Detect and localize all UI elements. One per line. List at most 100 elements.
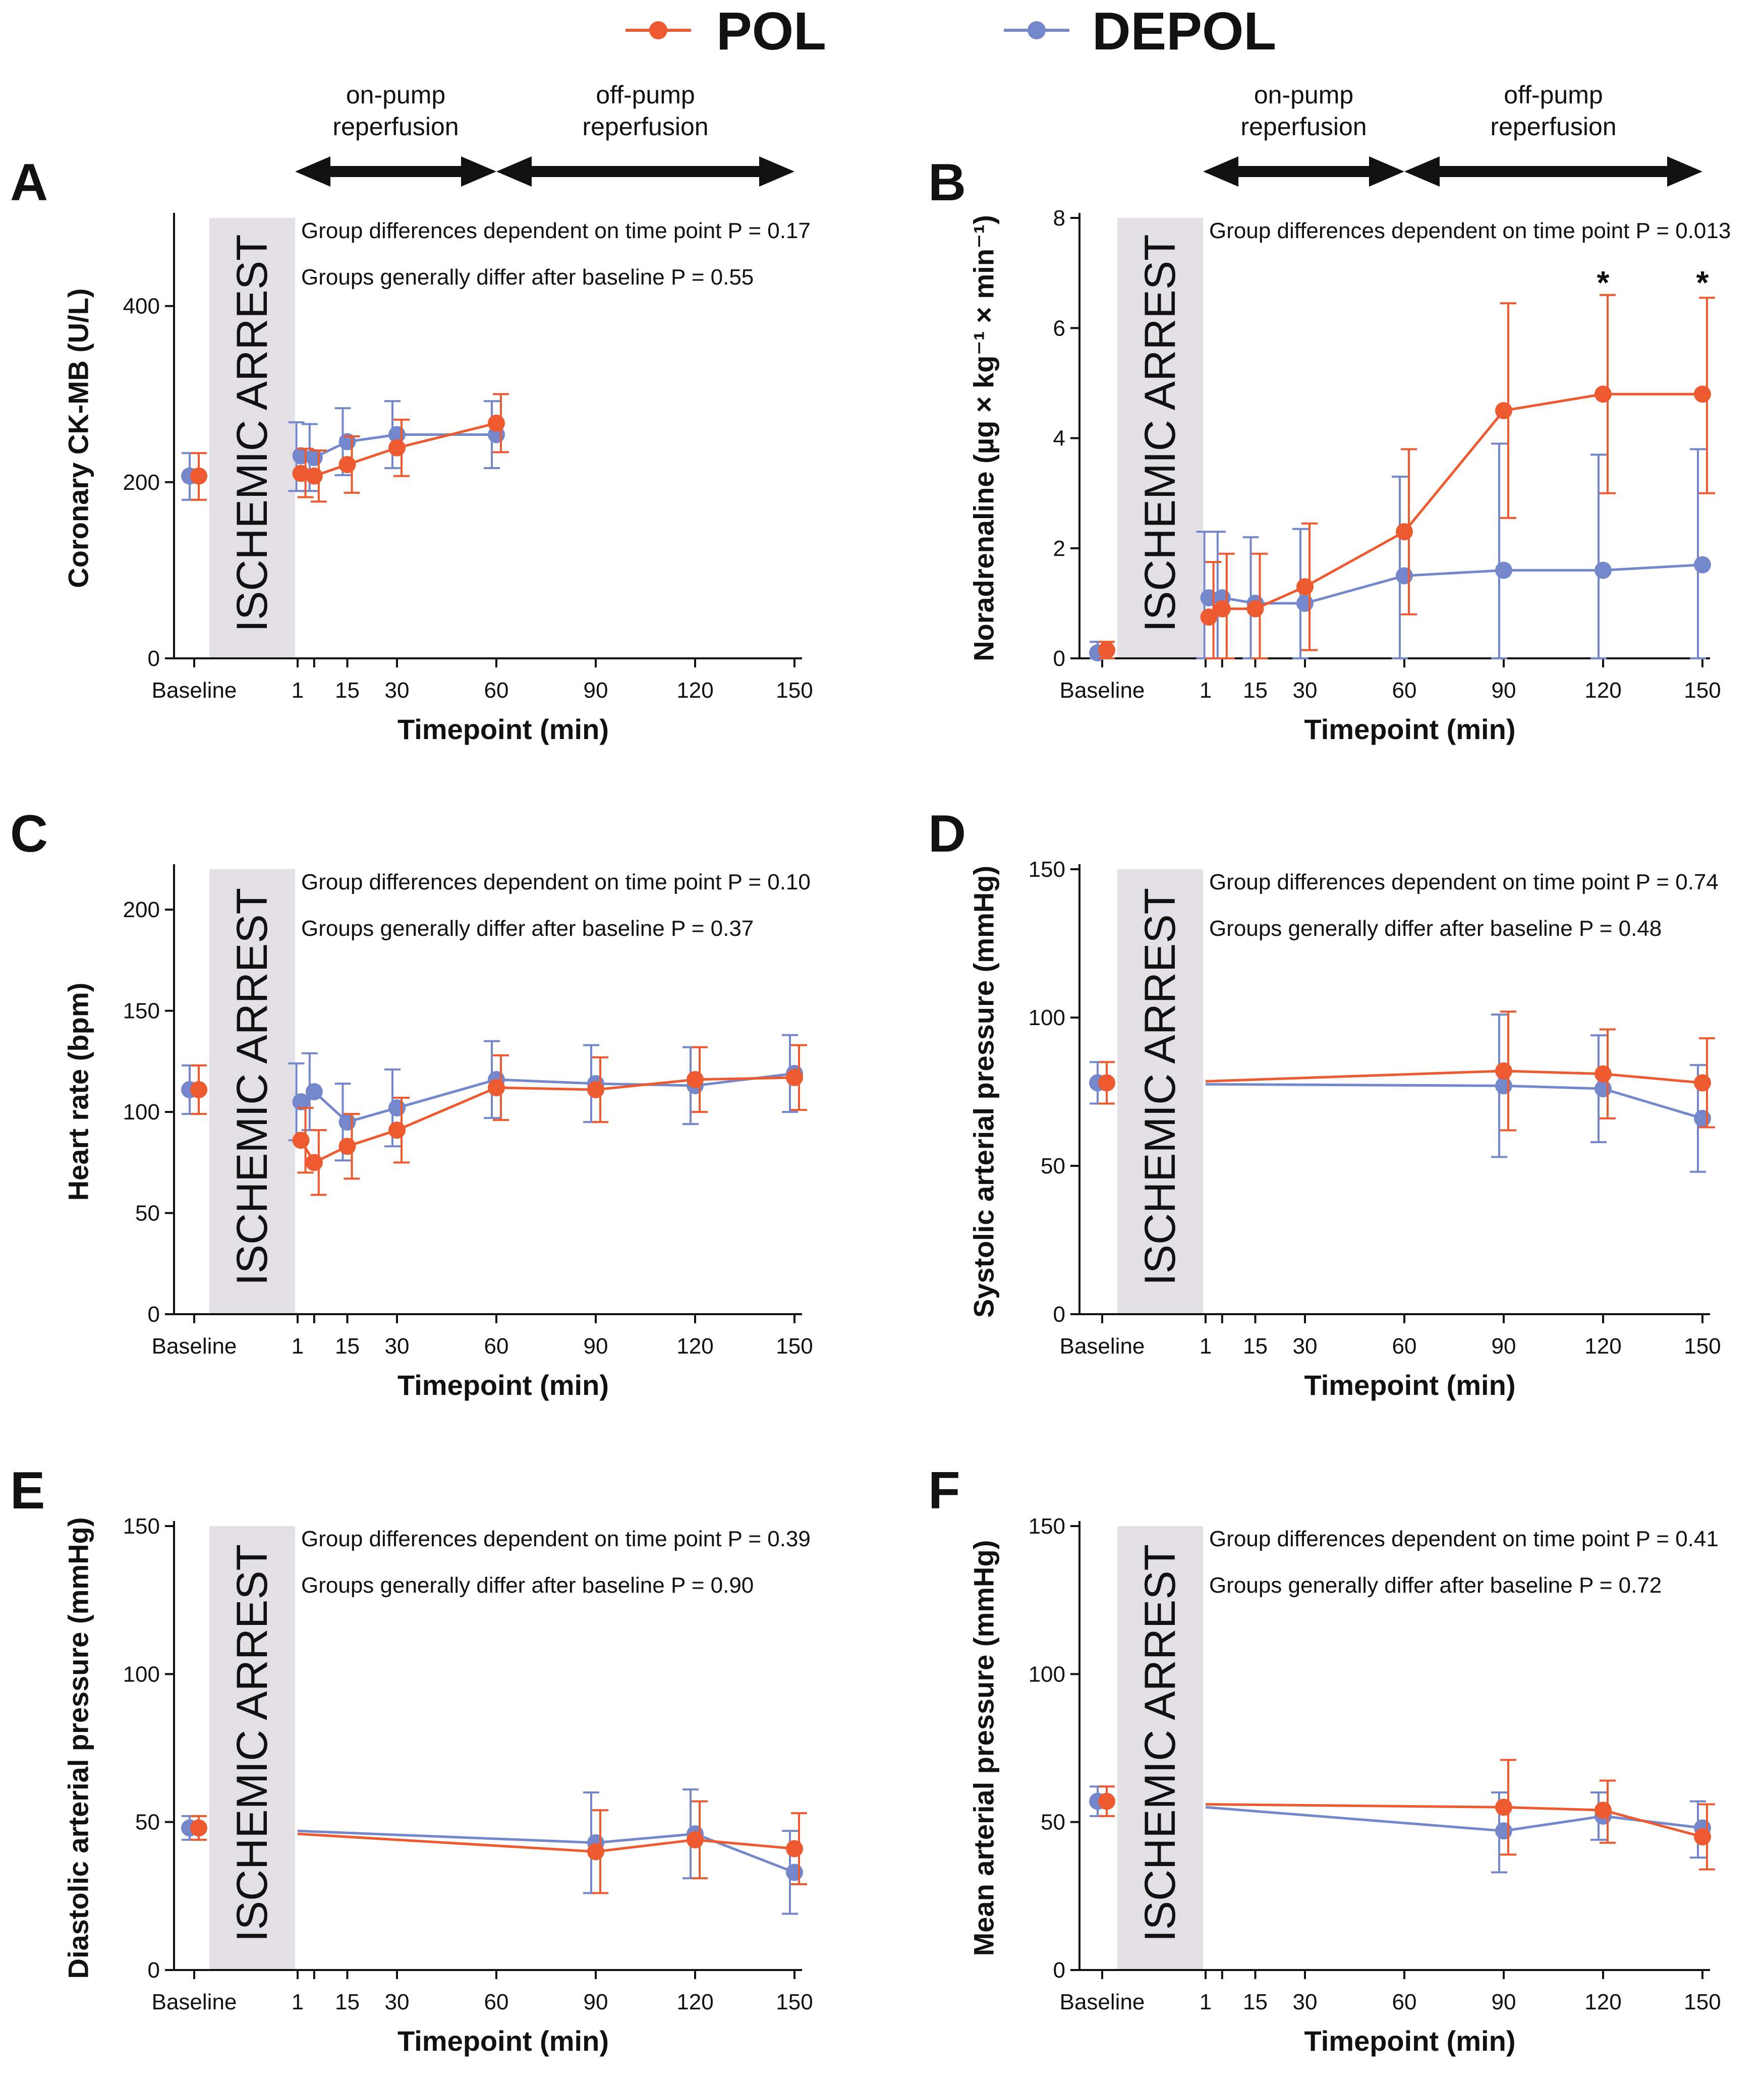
- y-tick-label: 50: [135, 1810, 160, 1835]
- data-point: [1595, 561, 1612, 579]
- data-point: [1098, 1074, 1115, 1092]
- data-point: [1246, 600, 1264, 617]
- x-tick-label: 90: [1492, 1334, 1516, 1359]
- ischemic-arrest-label: ISCHEMIC ARREST: [228, 888, 276, 1285]
- data-point: [1595, 1065, 1612, 1083]
- y-axis-title: Diastolic arterial pressure (mmHg): [63, 1517, 94, 1979]
- data-point: [190, 1081, 207, 1098]
- x-tick-label: 1: [1200, 678, 1212, 703]
- y-axis-title: Coronary CK-MB (U/L): [63, 288, 94, 588]
- y-tick-label: 400: [123, 294, 160, 319]
- x-axis-title: Timepoint (min): [397, 713, 609, 745]
- x-axis-title: Timepoint (min): [397, 1369, 609, 1401]
- series-line: [1205, 1070, 1703, 1084]
- panel-letter: A: [10, 153, 48, 212]
- series-line: [300, 1072, 795, 1123]
- ischemic-arrest-label: ISCHEMIC ARREST: [228, 234, 276, 632]
- chart-panels: A ISCHEMIC ARREST 0 200 400 Baseline 1 15 30 60 90…: [10, 81, 1731, 2057]
- y-tick-label: 150: [1029, 857, 1065, 882]
- y-tick-label: 0: [1053, 1958, 1065, 1983]
- data-point: [1495, 1822, 1512, 1840]
- data-point: [292, 1093, 310, 1111]
- data-point: [687, 1071, 704, 1088]
- legend-depol-marker: [1028, 21, 1046, 39]
- x-tick-label: 1: [1200, 1990, 1212, 2014]
- ischemic-arrest-label: ISCHEMIC ARREST: [1136, 888, 1184, 1285]
- off-pump-label: reperfusion: [1490, 113, 1616, 141]
- x-tick-label: 150: [1684, 1334, 1721, 1359]
- x-axis-title: Timepoint (min): [1304, 1369, 1516, 1401]
- stat-text: Groups generally differ after baseline P…: [301, 916, 754, 941]
- data-point: [1595, 385, 1612, 403]
- data-point: [1694, 556, 1711, 574]
- y-axis-title: Mean arterial pressure (mmHg): [968, 1540, 1000, 1956]
- on-pump-arrow: [1203, 156, 1404, 187]
- series-pol: [190, 393, 509, 503]
- series-line: [297, 1832, 795, 1853]
- y-tick-label: 200: [123, 897, 160, 922]
- legend-pol-label: POL: [716, 2, 826, 61]
- x-tick-label: 120: [1584, 1990, 1621, 2014]
- y-axis-title: Heart rate (bpm): [63, 983, 94, 1201]
- ischemic-arrest-band: [209, 869, 295, 1314]
- y-tick-label: 50: [135, 1201, 160, 1226]
- y-tick-label: 100: [1029, 1005, 1065, 1030]
- phase-annotation: on-pump reperfusion off-pump reperfusion: [295, 81, 794, 187]
- data-point: [338, 456, 356, 473]
- data-point: [786, 1840, 803, 1858]
- data-point: [1495, 1062, 1512, 1080]
- series-line: [1205, 1806, 1703, 1832]
- stat-text: Group differences dependent on time poin…: [301, 218, 811, 243]
- series-pol: [1098, 1759, 1715, 1871]
- data-point: [1296, 594, 1314, 612]
- x-tick-label: Baseline: [1060, 1990, 1145, 2014]
- x-tick-label: 120: [1584, 1334, 1621, 1359]
- series-line: [1205, 1083, 1703, 1120]
- x-tick-label: 60: [484, 1334, 509, 1359]
- x-tick-label: 30: [1293, 1990, 1318, 2014]
- ischemic-arrest-label: ISCHEMIC ARREST: [228, 1544, 276, 1942]
- data-point: [190, 467, 207, 485]
- series-line: [300, 1076, 795, 1164]
- y-tick-label: 0: [1053, 1302, 1065, 1327]
- x-tick-label: 60: [1392, 1990, 1417, 2014]
- x-tick-label: 120: [676, 1990, 713, 2014]
- x-tick-label: 60: [1392, 678, 1417, 703]
- x-tick-label: 15: [1243, 1334, 1268, 1359]
- x-tick-label: 60: [484, 678, 509, 703]
- x-tick-label: 90: [1492, 678, 1516, 703]
- data-point: [190, 1819, 207, 1837]
- x-tick-label: 1: [292, 1990, 304, 2014]
- on-pump-label: reperfusion: [332, 113, 459, 141]
- data-point: [488, 1079, 505, 1096]
- off-pump-label: off-pump: [1504, 81, 1603, 109]
- series-pol: [1098, 1010, 1715, 1132]
- y-tick-label: 100: [123, 1662, 160, 1686]
- x-tick-label: 30: [385, 1990, 410, 2014]
- x-tick-label: 1: [292, 1334, 304, 1359]
- y-tick-label: 100: [1029, 1662, 1065, 1686]
- panel-f: F ISCHEMIC ARREST 0 50 100 150 Baseline 1 15 30 60…: [928, 1461, 1721, 2057]
- data-point: [388, 1099, 406, 1117]
- stat-text: Groups generally differ after baseline P…: [1209, 916, 1662, 941]
- data-point: [1495, 402, 1512, 419]
- y-tick-label: 50: [1041, 1154, 1065, 1178]
- x-tick-label: 90: [584, 1990, 608, 2014]
- off-pump-label: reperfusion: [582, 113, 708, 141]
- legend-depol-label: DEPOL: [1092, 2, 1276, 61]
- panel-letter: F: [928, 1461, 960, 1520]
- x-tick-label: 15: [335, 678, 360, 703]
- y-tick-label: 0: [148, 1302, 160, 1327]
- ischemic-arrest-band: [1117, 869, 1203, 1314]
- y-tick-label: 150: [1029, 1514, 1065, 1539]
- significance-mark: *: [1696, 264, 1709, 301]
- data-point: [1296, 578, 1314, 596]
- x-tick-label: Baseline: [1060, 1334, 1145, 1359]
- y-tick-label: 100: [123, 1100, 160, 1124]
- legend: POL DEPOL: [625, 2, 1276, 61]
- data-point: [1495, 1798, 1512, 1816]
- data-point: [338, 1113, 356, 1131]
- y-tick-label: 0: [148, 1958, 160, 1983]
- series-line: [297, 1829, 795, 1874]
- x-tick-label: 90: [584, 678, 608, 703]
